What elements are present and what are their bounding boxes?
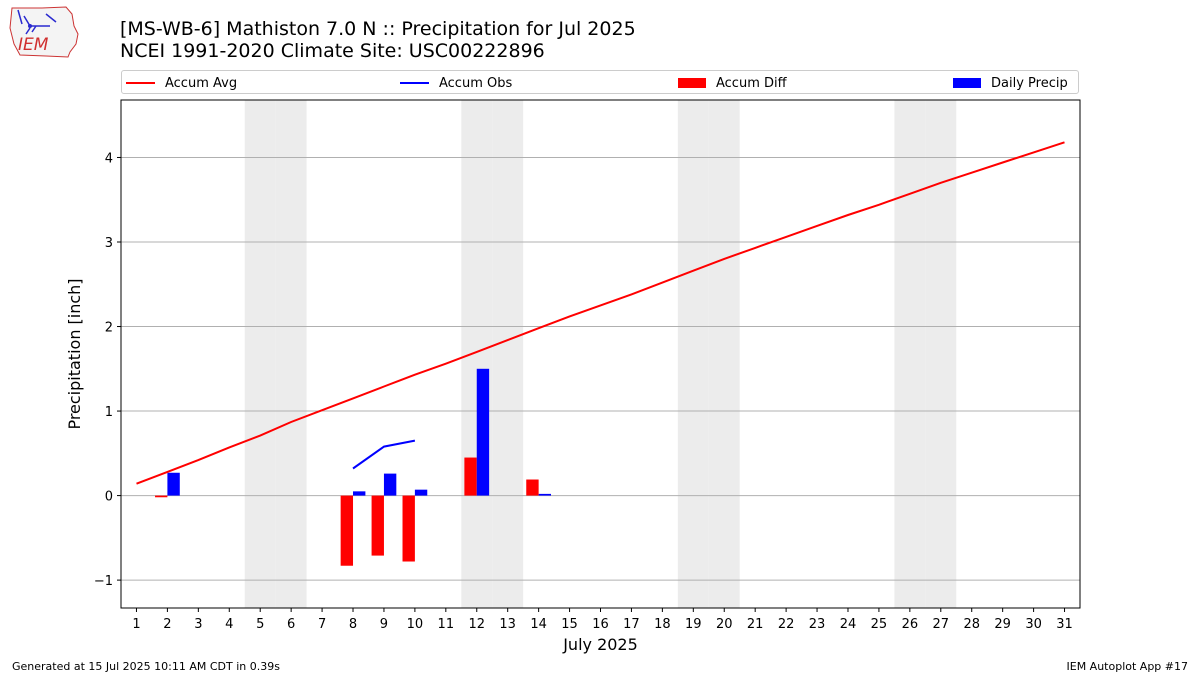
chart-title: [MS-WB-6] Mathiston 7.0 N :: Precipitati… [120,18,636,40]
weekend-shade-day-12 [461,100,493,608]
xtick-label: 29 [994,617,1011,632]
xtick-label: 19 [685,617,702,632]
x-axis-label: July 2025 [562,635,638,654]
xtick-label: 8 [349,617,357,632]
xtick-label: 21 [747,617,764,632]
line-accum-obs [352,439,416,470]
xtick-label: 5 [256,617,264,632]
xtick-label: 26 [902,617,919,632]
logo-text: IEM [18,35,49,55]
weekend-shade-day-6 [275,100,307,608]
ytick-label: 1 [105,405,113,420]
xtick-label: 31 [1056,617,1073,632]
xtick-label: 30 [1025,617,1042,632]
plot-frame [120,99,1081,609]
xtick-label: 15 [561,617,578,632]
xtick-label: 24 [840,617,857,632]
legend-label-accum-diff: Accum Diff [716,75,787,91]
xtick-label: 17 [623,617,640,632]
legend-swatch-daily-precip [953,78,981,88]
legend-item-accum-obs: Accum Obs [400,74,512,92]
bar-daily-precip-day-14 [538,493,552,496]
xtick-label: 18 [654,617,671,632]
weekend-shade-day-19 [677,100,709,608]
xtick-label: 13 [499,617,516,632]
bar-accum-diff-day-14 [526,479,539,496]
xtick-label: 14 [530,617,547,632]
xtick-label: 7 [318,617,326,632]
bar-accum-diff-day-12 [464,457,477,496]
legend-item-accum-avg: Accum Avg [126,74,237,92]
ytick-label: 4 [105,151,113,166]
bar-accum-diff-day-10 [402,495,415,562]
xtick-label: 28 [963,617,980,632]
weekend-shade-day-13 [492,100,524,608]
legend-item-daily-precip: Daily Precip [953,74,1068,92]
bar-accum-diff-day-9 [371,495,384,556]
xtick-label: 22 [778,617,795,632]
legend-swatch-accum-obs [400,82,429,84]
chart-subtitle: NCEI 1991-2020 Climate Site: USC00222896 [120,40,545,62]
xtick-label: 2 [163,617,171,632]
weekend-shade-day-5 [244,100,276,608]
xtick-label: 6 [287,617,295,632]
ytick-label: 2 [105,321,113,336]
xtick-label: 27 [933,617,950,632]
generated-timestamp: Generated at 15 Jul 2025 10:11 AM CDT in… [12,660,280,673]
y-axis-label: Precipitation [inch] [65,278,84,429]
xtick-label: 9 [380,617,388,632]
ytick-label: 3 [105,236,113,251]
xtick-label: 16 [592,617,609,632]
legend-label-daily-precip: Daily Precip [991,75,1068,91]
legend-label-accum-avg: Accum Avg [165,75,238,91]
xtick-label: 23 [809,617,826,632]
line-accum-avg [136,141,1065,485]
xtick-label: 10 [407,617,424,632]
legend-swatch-accum-diff [678,78,706,88]
bar-daily-precip-day-2 [167,472,180,496]
legend-item-accum-diff: Accum Diff [678,74,787,92]
xtick-label: 20 [716,617,733,632]
bar-daily-precip-day-10 [414,489,428,496]
xtick-label: 25 [871,617,888,632]
xtick-label: 3 [194,617,202,632]
bar-daily-precip-day-9 [383,473,397,496]
xtick-label: 4 [225,617,233,632]
iem-logo: IEM [9,6,79,58]
ytick-label: 0 [105,490,113,505]
xtick-label: 11 [438,617,455,632]
xtick-label: 12 [468,617,485,632]
app-label: IEM Autoplot App #17 [1066,660,1189,673]
legend-label-accum-obs: Accum Obs [439,75,513,91]
bar-accum-diff-day-8 [340,495,354,566]
legend: Accum Avg Accum Obs Accum Diff Daily Pre… [121,70,1079,94]
bar-accum-diff-day-2 [155,495,168,498]
weekend-shade-day-26 [894,100,926,608]
bar-daily-precip-day-8 [353,491,366,496]
weekend-shade-day-27 [925,100,957,608]
weekend-shade-day-20 [708,100,740,608]
legend-swatch-accum-avg [126,82,155,84]
ytick-label: −1 [94,574,113,589]
bar-daily-precip-day-12 [476,368,490,496]
xtick-label: 1 [132,617,140,632]
